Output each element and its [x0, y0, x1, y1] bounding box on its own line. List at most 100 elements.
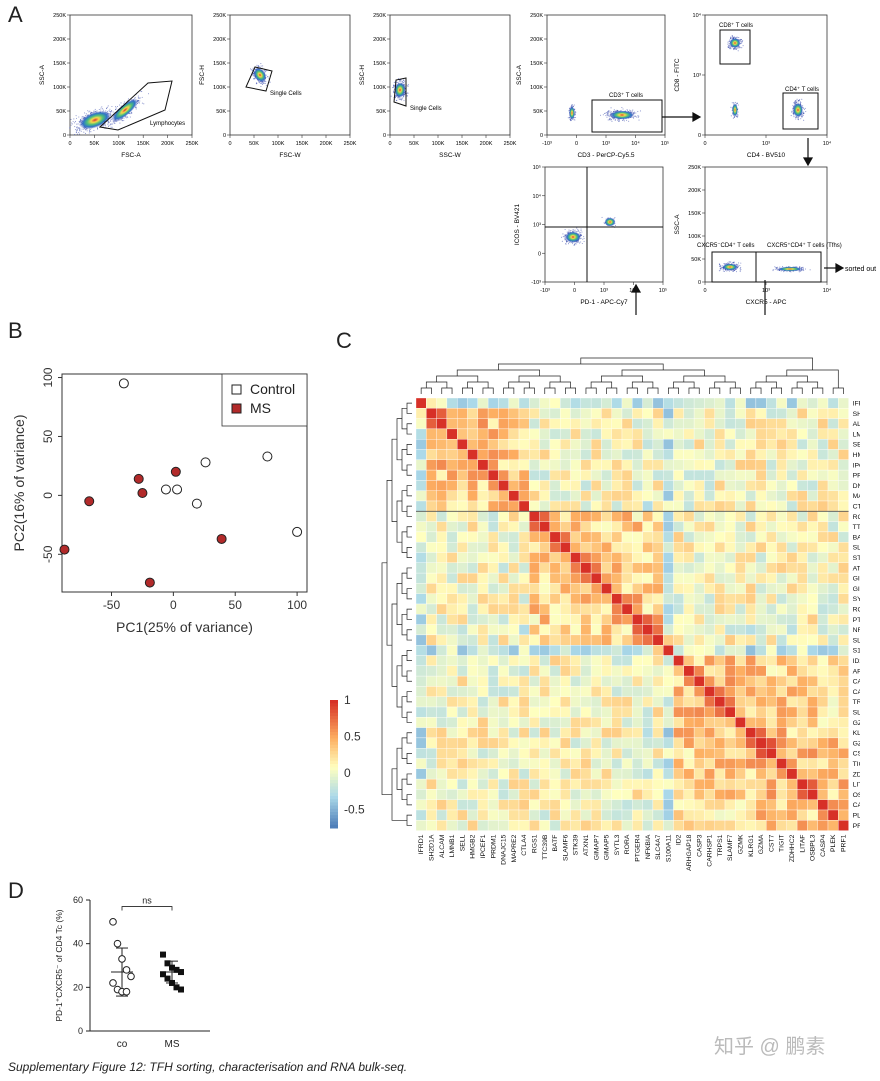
- event-dot: [583, 240, 585, 242]
- event-dot: [267, 76, 269, 78]
- heatmap-cell: [776, 552, 787, 563]
- heatmap-cell: [714, 500, 726, 512]
- heatmap-cell: [693, 624, 705, 636]
- heatmap-cell: [663, 665, 674, 677]
- heatmap-cell: [735, 717, 746, 728]
- heatmap-cell: [436, 758, 448, 769]
- heatmap-cell: [498, 748, 509, 759]
- event-dot: [392, 87, 394, 89]
- heatmap-cell: [498, 572, 509, 584]
- heatmap-cell: [436, 645, 448, 656]
- heatmap-cell: [683, 531, 695, 543]
- heatmap-cell: [652, 490, 664, 502]
- heatmap-cell: [426, 624, 437, 636]
- event-dot: [253, 78, 255, 80]
- heatmap-cell: [508, 778, 520, 790]
- density-core: [111, 98, 139, 122]
- heatmap-cell: [621, 593, 633, 605]
- event-dot: [400, 97, 402, 99]
- heatmap-cell: [498, 778, 509, 790]
- y-tick-label: 100K: [688, 234, 701, 240]
- heatmap-cell: [704, 583, 715, 594]
- heatmap-cell: [796, 717, 808, 728]
- heatmap-cell: [611, 500, 623, 512]
- heatmap-cell: [786, 408, 798, 419]
- heatmap-cell: [642, 469, 654, 481]
- event-dot: [738, 37, 740, 39]
- heatmap-cell: [827, 428, 839, 440]
- heatmap-cell: [549, 675, 561, 687]
- y-axis-label: FSC-H: [199, 65, 206, 85]
- heatmap-cell: [766, 624, 777, 636]
- event-dot: [574, 108, 576, 110]
- heatmap-cell: [735, 768, 746, 780]
- heatmap-cell: [611, 562, 623, 574]
- heatmap-cell: [642, 778, 654, 790]
- heatmap-cell: [436, 665, 448, 677]
- heatmap-cell: [652, 552, 664, 563]
- heatmap-cell: [601, 727, 612, 739]
- heatmap-cell: [436, 459, 448, 471]
- heatmap-cell: [426, 706, 437, 718]
- heatmap-cell: [704, 418, 715, 430]
- event-dot: [576, 230, 578, 232]
- y-tick-label: 250K: [213, 13, 226, 19]
- heatmap-cell: [632, 696, 643, 708]
- heatmap-cell: [539, 675, 551, 687]
- heatmap-cell: [652, 789, 664, 800]
- heatmap-cell: [611, 397, 623, 409]
- heatmap-cell: [683, 778, 695, 790]
- heatmap-cell: [735, 531, 746, 543]
- event-dot: [790, 115, 792, 117]
- event-dot: [115, 107, 117, 109]
- event-dot: [76, 123, 78, 125]
- heatmap-cell: [827, 531, 839, 543]
- heatmap-cell: [766, 675, 777, 687]
- heatmap-cell: [415, 789, 427, 800]
- event-dot: [803, 119, 805, 121]
- heatmap-cell: [724, 562, 736, 574]
- heatmap-cell: [436, 686, 448, 697]
- heatmap-cell: [838, 531, 849, 543]
- event-dot: [82, 116, 84, 118]
- heatmap-cell: [827, 552, 839, 563]
- event-dot: [394, 97, 397, 99]
- heatmap-cell: [745, 542, 757, 553]
- heatmap-cell: [426, 799, 437, 811]
- heatmap-cell: [446, 778, 458, 790]
- density-core: [777, 266, 803, 272]
- event-dot: [141, 90, 143, 93]
- heatmap-cell: [611, 686, 623, 697]
- event-dot: [718, 270, 720, 272]
- heatmap-cell: [724, 552, 736, 563]
- flow-gating-panel: 0 50K 100K 150K 200K 250K250K200K150K100K50K0…: [39, 12, 876, 315]
- heatmap-cell: [487, 418, 499, 430]
- heatmap-cell: [714, 778, 726, 790]
- heatmap-cell: [663, 768, 674, 780]
- heatmap-cell: [539, 737, 551, 749]
- heatmap-cell: [498, 789, 509, 800]
- event-dot: [402, 81, 405, 83]
- heatmap-cell: [807, 799, 818, 811]
- heatmap-cell: [570, 552, 581, 563]
- heatmap-cell: [590, 768, 602, 780]
- event-dot: [269, 81, 271, 83]
- heatmap-cell: [529, 758, 540, 769]
- heatmap-cell: [426, 665, 437, 677]
- x-tick-label: 10⁴: [631, 140, 640, 147]
- event-dot: [72, 121, 74, 123]
- heatmap-cell: [426, 418, 437, 430]
- heatmap-cell: [632, 459, 643, 471]
- heatmap-cell: [704, 737, 715, 749]
- heatmap-cell: [766, 469, 777, 481]
- heatmap-cell: [467, 439, 478, 450]
- event-dot: [76, 128, 78, 130]
- heatmap-cell: [745, 645, 757, 656]
- heatmap-cell: [518, 820, 530, 831]
- heatmap-cell: [436, 480, 448, 491]
- event-dot: [69, 127, 71, 129]
- heatmap-cell: [580, 624, 592, 636]
- heatmap-cell: [673, 778, 684, 790]
- heatmap-cell: [776, 511, 787, 522]
- heatmap-cell: [487, 686, 499, 697]
